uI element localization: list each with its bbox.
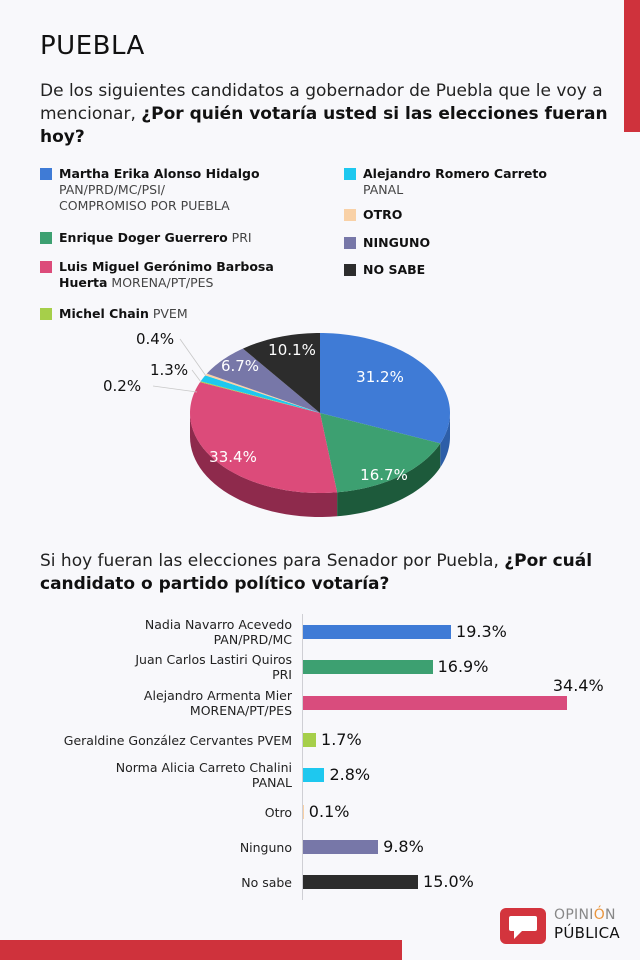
pie-slice bbox=[205, 373, 320, 413]
legend-item: NO SABE bbox=[344, 262, 425, 278]
right-accent-bar bbox=[624, 0, 640, 132]
pie-side-walls bbox=[190, 413, 450, 517]
bottom-accent-bar bbox=[0, 940, 402, 960]
bar-value-label: 16.9% bbox=[437, 657, 489, 676]
bar-category-label: Juan Carlos Lastiri Quiros PRI bbox=[135, 652, 292, 682]
bar bbox=[303, 625, 452, 639]
legend-label: Michel Chain PVEM bbox=[59, 306, 188, 321]
brand-wordmark: OPINIÓN PÚBLICA bbox=[554, 906, 620, 942]
bar-value-label: 15.0% bbox=[423, 872, 474, 891]
legend-label: Luis Miguel Gerónimo Barbosa Huerta MOREN… bbox=[59, 259, 274, 290]
governor-pie-chart: 31.2% 16.7% 33.4% 6.7% 10.1% 0.2% 1.3% 0.4% bbox=[103, 330, 450, 517]
legend-item: OTRO bbox=[344, 207, 402, 223]
pie-slice bbox=[190, 382, 338, 493]
legend-item: Enrique Doger Guerrero PRI bbox=[40, 230, 252, 246]
page-title: PUEBLA bbox=[40, 31, 145, 61]
legend-swatch bbox=[40, 168, 52, 180]
legend-swatch bbox=[344, 209, 356, 221]
pie-value-label: 33.4% bbox=[209, 448, 257, 466]
speech-bubble-icon bbox=[509, 916, 537, 931]
pie-value-label: 31.2% bbox=[356, 368, 404, 386]
pie-slice bbox=[242, 333, 320, 413]
pie-slices bbox=[190, 333, 450, 493]
bar bbox=[303, 805, 304, 819]
bar bbox=[303, 733, 317, 747]
bar-value-label: 9.8% bbox=[383, 837, 424, 856]
bar-category-label: Ninguno bbox=[239, 839, 292, 855]
bar bbox=[303, 696, 567, 710]
legend-swatch bbox=[40, 261, 52, 273]
bar-category-label: Nadia Navarro Acevedo PAN/PRD/MC bbox=[144, 617, 292, 647]
pie-value-label: 10.1% bbox=[268, 341, 316, 359]
bar-category-label: Alejandro Armenta Mier MORENA/PT/PES bbox=[143, 688, 292, 718]
pie-slice bbox=[206, 348, 320, 413]
bar-category-label: Otro bbox=[264, 804, 292, 820]
pie-value-label-outside: 1.3% bbox=[150, 361, 188, 379]
bar bbox=[303, 840, 379, 854]
legend-item: Martha Erika Alonso Hidalgo PAN/PRD/MC/PS… bbox=[40, 166, 260, 214]
legend-item: NINGUNO bbox=[344, 235, 430, 251]
bar bbox=[303, 875, 419, 889]
brand-line2: PÚBLICA bbox=[554, 924, 620, 942]
legend-item: Alejandro Romero Carreto PANAL bbox=[344, 166, 547, 198]
bar-value-label: 2.8% bbox=[329, 765, 371, 784]
legend-label: Alejandro Romero Carreto PANAL bbox=[363, 166, 547, 197]
legend-swatch bbox=[344, 237, 356, 249]
question-governor: De los siguientes candidatos a gobernado… bbox=[40, 81, 608, 147]
pie-slice bbox=[320, 333, 450, 444]
bar-value-label: 0.1% bbox=[308, 802, 350, 821]
bar-value-label: 1.7% bbox=[321, 730, 362, 749]
bar-category-label: Norma Alicia Carreto Chalini PANAL bbox=[115, 760, 292, 790]
bar-value-label: 34.4% bbox=[552, 676, 604, 695]
pie-value-label: 6.7% bbox=[221, 357, 259, 375]
legend-swatch bbox=[344, 168, 356, 180]
pie-slice bbox=[200, 375, 320, 413]
brand-line1: OPINIÓN bbox=[554, 907, 616, 923]
pie-slice bbox=[320, 413, 441, 493]
pie-value-label-outside: 0.2% bbox=[103, 377, 141, 395]
legend-swatch bbox=[40, 232, 52, 244]
legend-item: Michel Chain PVEM bbox=[40, 306, 188, 322]
bar-category-label: No sabe bbox=[241, 874, 292, 890]
legend-label: NINGUNO bbox=[363, 235, 431, 250]
legend-label: Martha Erika Alonso Hidalgo PAN/PRD/MC/PS… bbox=[59, 166, 260, 213]
pie-slice bbox=[200, 381, 320, 413]
bar-axis-line bbox=[302, 614, 303, 900]
pie-value-label: 16.7% bbox=[360, 466, 408, 484]
legend-label: NO SABE bbox=[363, 262, 426, 277]
bar-category-label: Geraldine González Cervantes PVEM bbox=[63, 732, 292, 748]
bar-value-label: 19.3% bbox=[456, 622, 507, 641]
question-senator: Si hoy fueran las elecciones para Senado… bbox=[40, 551, 593, 594]
bar bbox=[303, 660, 433, 674]
speech-bubble-tail bbox=[514, 930, 523, 939]
opinion-publica-logo-icon bbox=[500, 908, 546, 944]
legend-label: OTRO bbox=[363, 207, 403, 222]
legend-item: Luis Miguel Gerónimo Barbosa Huerta MOREN… bbox=[40, 259, 274, 291]
bar bbox=[303, 768, 325, 782]
pie-value-label-outside: 0.4% bbox=[136, 330, 174, 348]
legend-swatch bbox=[40, 308, 52, 320]
legend-label: Enrique Doger Guerrero PRI bbox=[59, 230, 252, 245]
legend-swatch bbox=[344, 264, 356, 276]
